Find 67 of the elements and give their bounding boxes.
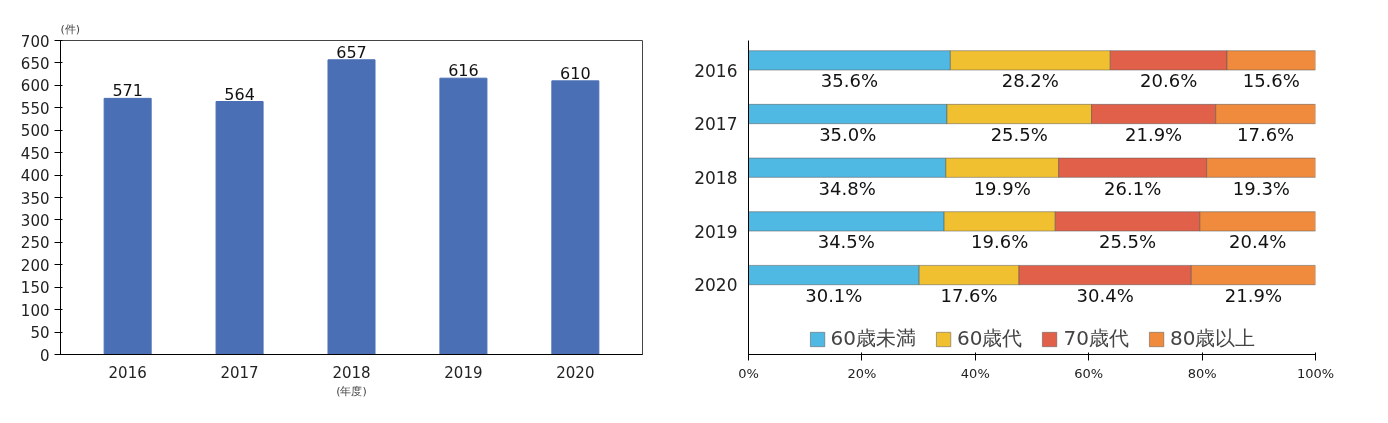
y-tick-label: 700: [20, 32, 50, 51]
data-label: 19.3%: [1232, 177, 1290, 199]
data-label: 25.5%: [1098, 231, 1157, 253]
y-tick-label: 150: [20, 279, 50, 298]
data-label: 34.5%: [817, 231, 875, 253]
legend-label: 60歳代: [957, 325, 1023, 352]
data-label: 26.1%: [1104, 177, 1162, 199]
x-tick-label: 2018: [332, 363, 371, 382]
legend-label: 80歳以上: [1169, 325, 1256, 352]
y-tick-label: 350: [20, 189, 50, 208]
y-tick-label: 100: [20, 301, 50, 320]
data-label: 564: [224, 84, 255, 104]
x-tick-label: 2016: [108, 363, 147, 382]
y-tick-label: 500: [20, 122, 50, 141]
y-tick-label: 2018: [694, 167, 738, 188]
bar: [551, 80, 600, 355]
data-label: 25.5%: [990, 123, 1048, 145]
data-label: 30.4%: [1076, 284, 1134, 306]
data-label: 20.6%: [1140, 70, 1198, 92]
y-tick-label: 550: [20, 99, 50, 118]
bar: [103, 97, 152, 355]
y-tick-label: 650: [20, 54, 50, 73]
data-label: 616: [448, 61, 479, 81]
x-tick-label: 100%: [1296, 365, 1335, 381]
x-tick-label: 2020: [556, 363, 595, 382]
data-label: 19.6%: [971, 231, 1029, 253]
legend-label: 70歳代: [1063, 325, 1129, 352]
y-tick-label: 0: [39, 346, 50, 365]
data-label: 19.9%: [973, 177, 1031, 199]
x-tick-label: 2019: [444, 363, 483, 382]
y-tick-label: 250: [20, 234, 50, 253]
y-tick-label: 400: [20, 167, 50, 186]
data-label: 17.6%: [1237, 123, 1295, 145]
data-label: 15.6%: [1242, 70, 1300, 92]
x-tick-label: 60%: [1074, 365, 1104, 381]
data-label: 21.9%: [1224, 284, 1283, 306]
x-tick-label: 20%: [847, 365, 877, 381]
data-label: 28.2%: [1001, 70, 1059, 92]
bar: [215, 101, 264, 355]
legend-label: 60歳未満: [830, 325, 917, 352]
y-tick-label: 600: [20, 77, 50, 96]
data-label: 17.6%: [940, 284, 998, 306]
y-axis-title: (件): [60, 22, 81, 36]
y-tick-label: 2017: [694, 114, 738, 135]
y-tick-label: 2020: [694, 275, 738, 296]
y-tick-label: 300: [20, 211, 50, 230]
x-tick-label: 40%: [960, 365, 990, 381]
bar: [327, 59, 376, 355]
x-tick-label: 80%: [1187, 365, 1217, 381]
y-tick-label: 450: [20, 144, 50, 163]
data-label: 610: [560, 63, 591, 83]
x-axis-title: (年度): [336, 384, 367, 398]
data-label: 30.1%: [805, 284, 863, 306]
data-label: 657: [336, 42, 367, 62]
bar: [439, 77, 488, 355]
data-label: 34.8%: [818, 177, 876, 199]
y-tick-label: 200: [20, 256, 50, 275]
y-tick-label: 2016: [694, 60, 738, 81]
x-tick-label: 2017: [220, 363, 259, 382]
data-label: 35.6%: [820, 70, 879, 92]
y-tick-label: 50: [30, 324, 50, 343]
data-label: 20.4%: [1229, 231, 1287, 253]
y-tick-label: 2019: [694, 221, 738, 242]
data-label: 35.0%: [819, 123, 877, 145]
data-label: 21.9%: [1125, 123, 1183, 145]
x-tick-label: 0%: [738, 365, 759, 381]
data-label: 571: [112, 81, 143, 101]
